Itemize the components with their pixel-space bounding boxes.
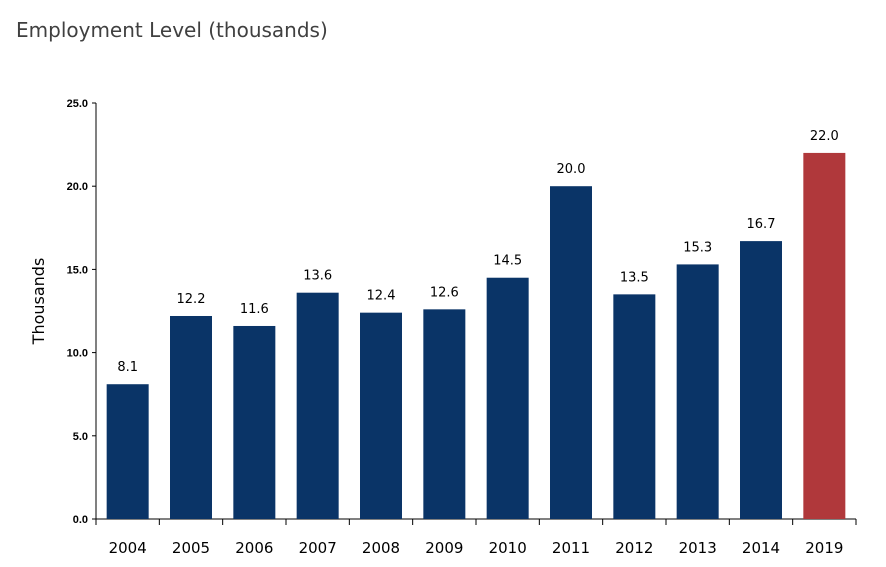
data-label: 14.5 [493,254,522,269]
data-label: 12.4 [367,289,396,304]
x-tick-label: 2011 [552,539,590,557]
x-tick-label: 2013 [679,539,717,557]
x-tick-label: 2005 [172,539,210,557]
data-label: 8.1 [117,360,138,375]
chart-title: Employment Level (thousands) [16,18,328,42]
y-tick-label: 25.0 [67,98,88,110]
data-label: 12.6 [430,285,459,300]
x-tick-label: 2014 [742,539,780,557]
bar [740,241,782,519]
data-label: 20.0 [557,162,586,177]
x-tick-label: 2004 [109,539,147,557]
data-label: 15.3 [683,240,712,255]
bar [803,152,846,520]
bar [613,294,656,519]
data-label: 16.7 [747,217,776,232]
y-tick-label: 5.0 [73,431,88,443]
bar [550,186,592,519]
bar [106,384,149,519]
y-tick-label: 10.0 [67,348,88,360]
x-tick-label: 2006 [235,539,273,557]
data-label: 22.0 [810,129,839,144]
data-label: 12.2 [177,292,206,307]
bar [676,264,719,519]
bar [233,325,276,519]
bar [170,315,212,519]
x-tick-label: 2012 [615,539,653,557]
bar [486,277,529,519]
bar [296,292,339,519]
x-tick-label: 2010 [489,539,527,557]
data-label: 13.5 [620,270,649,285]
x-tick-label: 2007 [299,539,337,557]
x-tick-label: 2019 [805,539,843,557]
y-tick-label: 0.0 [73,514,88,526]
y-tick-label: 20.0 [67,181,88,193]
x-tick-label: 2008 [362,539,400,557]
data-label: 11.6 [240,302,269,317]
data-label: 13.6 [303,269,332,284]
y-axis-label: Thousands [29,258,48,346]
y-tick-label: 15.0 [67,264,88,276]
bar [360,312,402,519]
bar [423,309,466,519]
x-tick-label: 2009 [425,539,463,557]
